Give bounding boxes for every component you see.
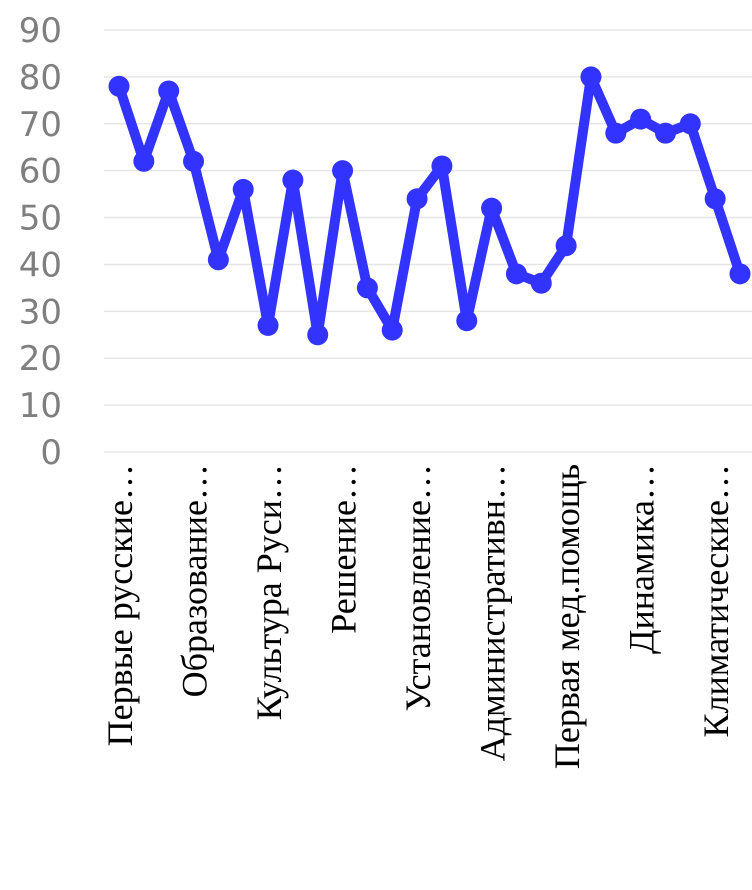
data-point (282, 169, 304, 191)
y-tick-label: 50 (19, 199, 62, 239)
x-tick-label: Первые русские… (100, 464, 140, 746)
data-point (580, 66, 602, 88)
x-tick-label: Образование… (175, 464, 215, 697)
data-point (257, 314, 279, 336)
gridlines (104, 29, 752, 453)
y-axis-tick-labels: 0 10 20 30 40 50 60 70 80 90 (19, 11, 62, 473)
data-point (108, 75, 130, 97)
y-tick-label: 70 (19, 105, 62, 145)
y-tick-label: 30 (19, 292, 62, 332)
data-point (207, 249, 229, 271)
data-point (630, 108, 652, 130)
data-point (381, 319, 403, 341)
x-tick-label: Административн… (473, 464, 513, 761)
y-tick-label: 40 (19, 245, 62, 285)
data-point (481, 197, 503, 219)
data-point (232, 178, 254, 200)
x-tick-label: Динамика… (622, 464, 662, 654)
data-point (679, 113, 701, 135)
data-point (431, 155, 453, 177)
data-point (605, 122, 627, 144)
y-tick-label: 0 (40, 433, 62, 473)
data-point (654, 122, 676, 144)
x-tick-label: Решение… (324, 464, 364, 634)
data-point (505, 263, 527, 285)
data-point (133, 150, 155, 172)
data-point (530, 272, 552, 294)
data-point (356, 277, 378, 299)
y-tick-label: 90 (19, 11, 62, 51)
y-tick-label: 20 (19, 339, 62, 379)
x-tick-label: Культура Руси… (249, 464, 289, 720)
x-tick-label: Первая мед.помощь (547, 464, 587, 769)
y-tick-label: 10 (19, 386, 62, 426)
y-tick-label: 80 (19, 58, 62, 98)
series-layer (108, 66, 751, 346)
data-point (158, 80, 180, 102)
data-point (555, 235, 577, 257)
data-point (704, 188, 726, 210)
data-point (183, 150, 205, 172)
y-tick-label: 60 (19, 152, 62, 192)
x-tick-label: Установление… (398, 464, 438, 712)
data-point (332, 160, 354, 182)
data-point (307, 324, 329, 346)
data-point (406, 188, 428, 210)
x-axis-tick-labels: Первые русские… Образование… Культура Руси… (100, 464, 736, 769)
x-tick-label: Климатические… (696, 464, 736, 738)
data-point (456, 310, 478, 332)
data-point (729, 263, 751, 285)
